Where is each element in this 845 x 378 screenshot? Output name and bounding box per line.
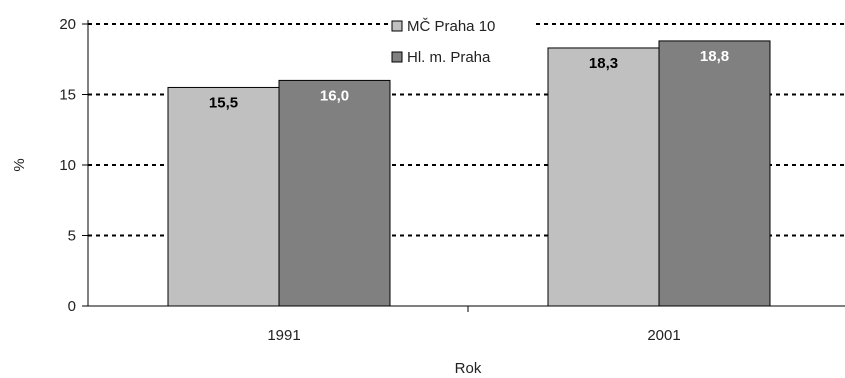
legend-swatch xyxy=(391,51,403,63)
y-axis-title: % xyxy=(11,158,28,171)
y-tick-label: 5 xyxy=(68,228,76,245)
data-label: 15,5 xyxy=(209,94,238,111)
x-tick-labels: 1991 2001 xyxy=(267,327,680,344)
legend-box xyxy=(388,13,534,75)
y-tick-label: 0 xyxy=(68,298,76,315)
bar xyxy=(658,40,771,307)
legend-label: Hl. m. Praha xyxy=(407,49,491,66)
x-tick-label: 1991 xyxy=(267,327,300,344)
data-label: 18,8 xyxy=(700,48,729,65)
axes xyxy=(82,20,845,312)
data-label: 18,3 xyxy=(589,55,618,72)
data-label: 16,0 xyxy=(320,87,349,104)
y-tick-label: 20 xyxy=(59,16,76,33)
y-tick-label: 10 xyxy=(59,157,76,174)
legend-swatch xyxy=(391,20,403,32)
data-labels: 15,5 16,0 18,3 18,8 xyxy=(209,48,729,112)
bar xyxy=(167,86,280,307)
bar xyxy=(547,47,660,307)
legend: MČ Praha 10 Hl. m. Praha xyxy=(388,13,534,75)
y-tick-labels: 0 5 10 15 20 xyxy=(59,16,76,315)
y-tick-label: 15 xyxy=(59,87,76,104)
x-axis-title: Rok xyxy=(455,360,482,377)
legend-label: MČ Praha 10 xyxy=(407,18,495,35)
x-tick-label: 2001 xyxy=(647,327,680,344)
bars xyxy=(167,40,771,307)
bar xyxy=(278,79,391,307)
